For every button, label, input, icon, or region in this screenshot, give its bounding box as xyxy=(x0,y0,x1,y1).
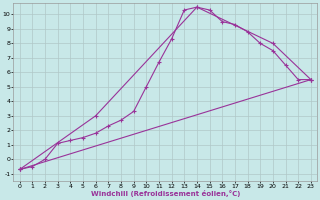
X-axis label: Windchill (Refroidissement éolien,°C): Windchill (Refroidissement éolien,°C) xyxy=(91,190,240,197)
